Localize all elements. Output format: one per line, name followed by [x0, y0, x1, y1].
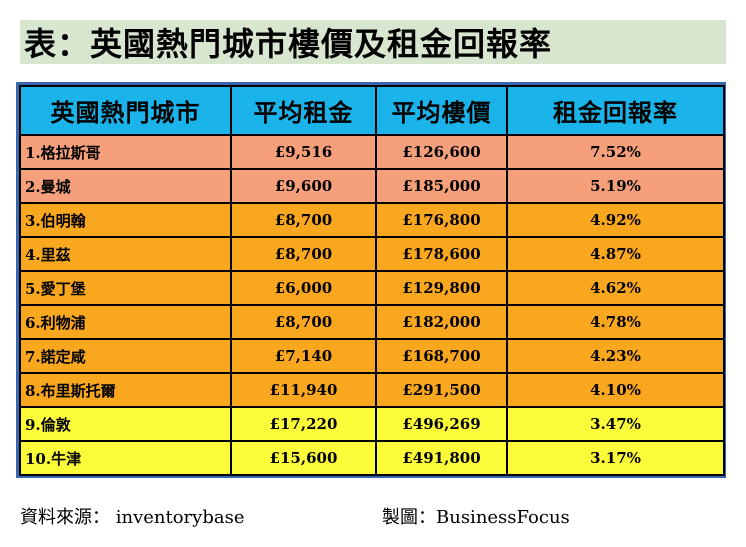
city-cell: 7.諾定咸 — [19, 338, 232, 374]
yield-cell: 4.62% — [506, 270, 725, 306]
rent-cell: £15,600 — [230, 440, 377, 476]
price-cell: £496,269 — [375, 406, 508, 442]
header-average-rent: 平均租金 — [230, 85, 377, 136]
rent-cell: £8,700 — [230, 236, 377, 272]
city-cell: 10.牛津 — [19, 440, 232, 476]
city-cell: 3.伯明翰 — [19, 202, 232, 238]
yield-cell: 5.19% — [506, 168, 725, 204]
source-note: 資料來源： inventorybase — [20, 507, 245, 528]
rent-cell: £8,700 — [230, 202, 377, 238]
city-cell: 8.布里斯托爾 — [19, 372, 232, 408]
price-cell: £126,600 — [375, 134, 508, 170]
yield-cell: 4.92% — [506, 202, 725, 238]
price-cell: £168,700 — [375, 338, 508, 374]
table-row: 9.倫敦 £17,220 £496,269 3.47% — [19, 406, 725, 442]
table-row: 1.格拉斯哥 £9,516 £126,600 7.52% — [19, 134, 725, 170]
table-row: 4.里茲 £8,700 £178,600 4.87% — [19, 236, 725, 272]
yield-cell: 4.87% — [506, 236, 725, 272]
price-cell: £178,600 — [375, 236, 508, 272]
price-cell: £129,800 — [375, 270, 508, 306]
header-city: 英國熱門城市 — [19, 85, 232, 136]
table-row: 6.利物浦 £8,700 £182,000 4.78% — [19, 304, 725, 340]
price-cell: £291,500 — [375, 372, 508, 408]
city-cell: 9.倫敦 — [19, 406, 232, 442]
city-cell: 2.曼城 — [19, 168, 232, 204]
rent-yield-table-frame: 英國熱門城市 平均租金 平均樓價 租金回報率 1.格拉斯哥 £9,516 £126,… — [16, 82, 726, 478]
yield-cell: 7.52% — [506, 134, 725, 170]
rent-cell: £9,600 — [230, 168, 377, 204]
table-header-row: 英國熱門城市 平均租金 平均樓價 租金回報率 — [19, 85, 725, 136]
table-row: 3.伯明翰 £8,700 £176,800 4.92% — [19, 202, 725, 238]
table-row: 10.牛津 £15,600 £491,800 3.17% — [19, 440, 725, 476]
price-cell: £182,000 — [375, 304, 508, 340]
rent-cell: £8,700 — [230, 304, 377, 340]
yield-cell: 4.23% — [506, 338, 725, 374]
city-cell: 1.格拉斯哥 — [19, 134, 232, 170]
table-row: 2.曼城 £9,600 £185,000 5.19% — [19, 168, 725, 204]
yield-cell: 3.47% — [506, 406, 725, 442]
title-banner: 表：英國熱門城市樓價及租金回報率 — [20, 20, 726, 64]
yield-cell: 4.10% — [506, 372, 725, 408]
header-average-price: 平均樓價 — [375, 85, 508, 136]
price-cell: £185,000 — [375, 168, 508, 204]
price-cell: £176,800 — [375, 202, 508, 238]
header-rental-yield: 租金回報率 — [506, 85, 725, 136]
rent-cell: £17,220 — [230, 406, 377, 442]
rent-cell: £7,140 — [230, 338, 377, 374]
yield-cell: 4.78% — [506, 304, 725, 340]
rent-cell: £11,940 — [230, 372, 377, 408]
table-row: 5.愛丁堡 £6,000 £129,800 4.62% — [19, 270, 725, 306]
city-cell: 6.利物浦 — [19, 304, 232, 340]
price-cell: £491,800 — [375, 440, 508, 476]
yield-cell: 3.17% — [506, 440, 725, 476]
city-cell: 4.里茲 — [19, 236, 232, 272]
chart-credit: 製圖：BusinessFocus — [382, 507, 570, 528]
page-title: 表：英國熱門城市樓價及租金回報率 — [24, 25, 553, 63]
rent-yield-table: 英國熱門城市 平均租金 平均樓價 租金回報率 1.格拉斯哥 £9,516 £126,… — [19, 85, 725, 476]
rent-cell: £6,000 — [230, 270, 377, 306]
table-row: 7.諾定咸 £7,140 £168,700 4.23% — [19, 338, 725, 374]
rent-cell: £9,516 — [230, 134, 377, 170]
city-cell: 5.愛丁堡 — [19, 270, 232, 306]
table-row: 8.布里斯托爾 £11,940 £291,500 4.10% — [19, 372, 725, 408]
